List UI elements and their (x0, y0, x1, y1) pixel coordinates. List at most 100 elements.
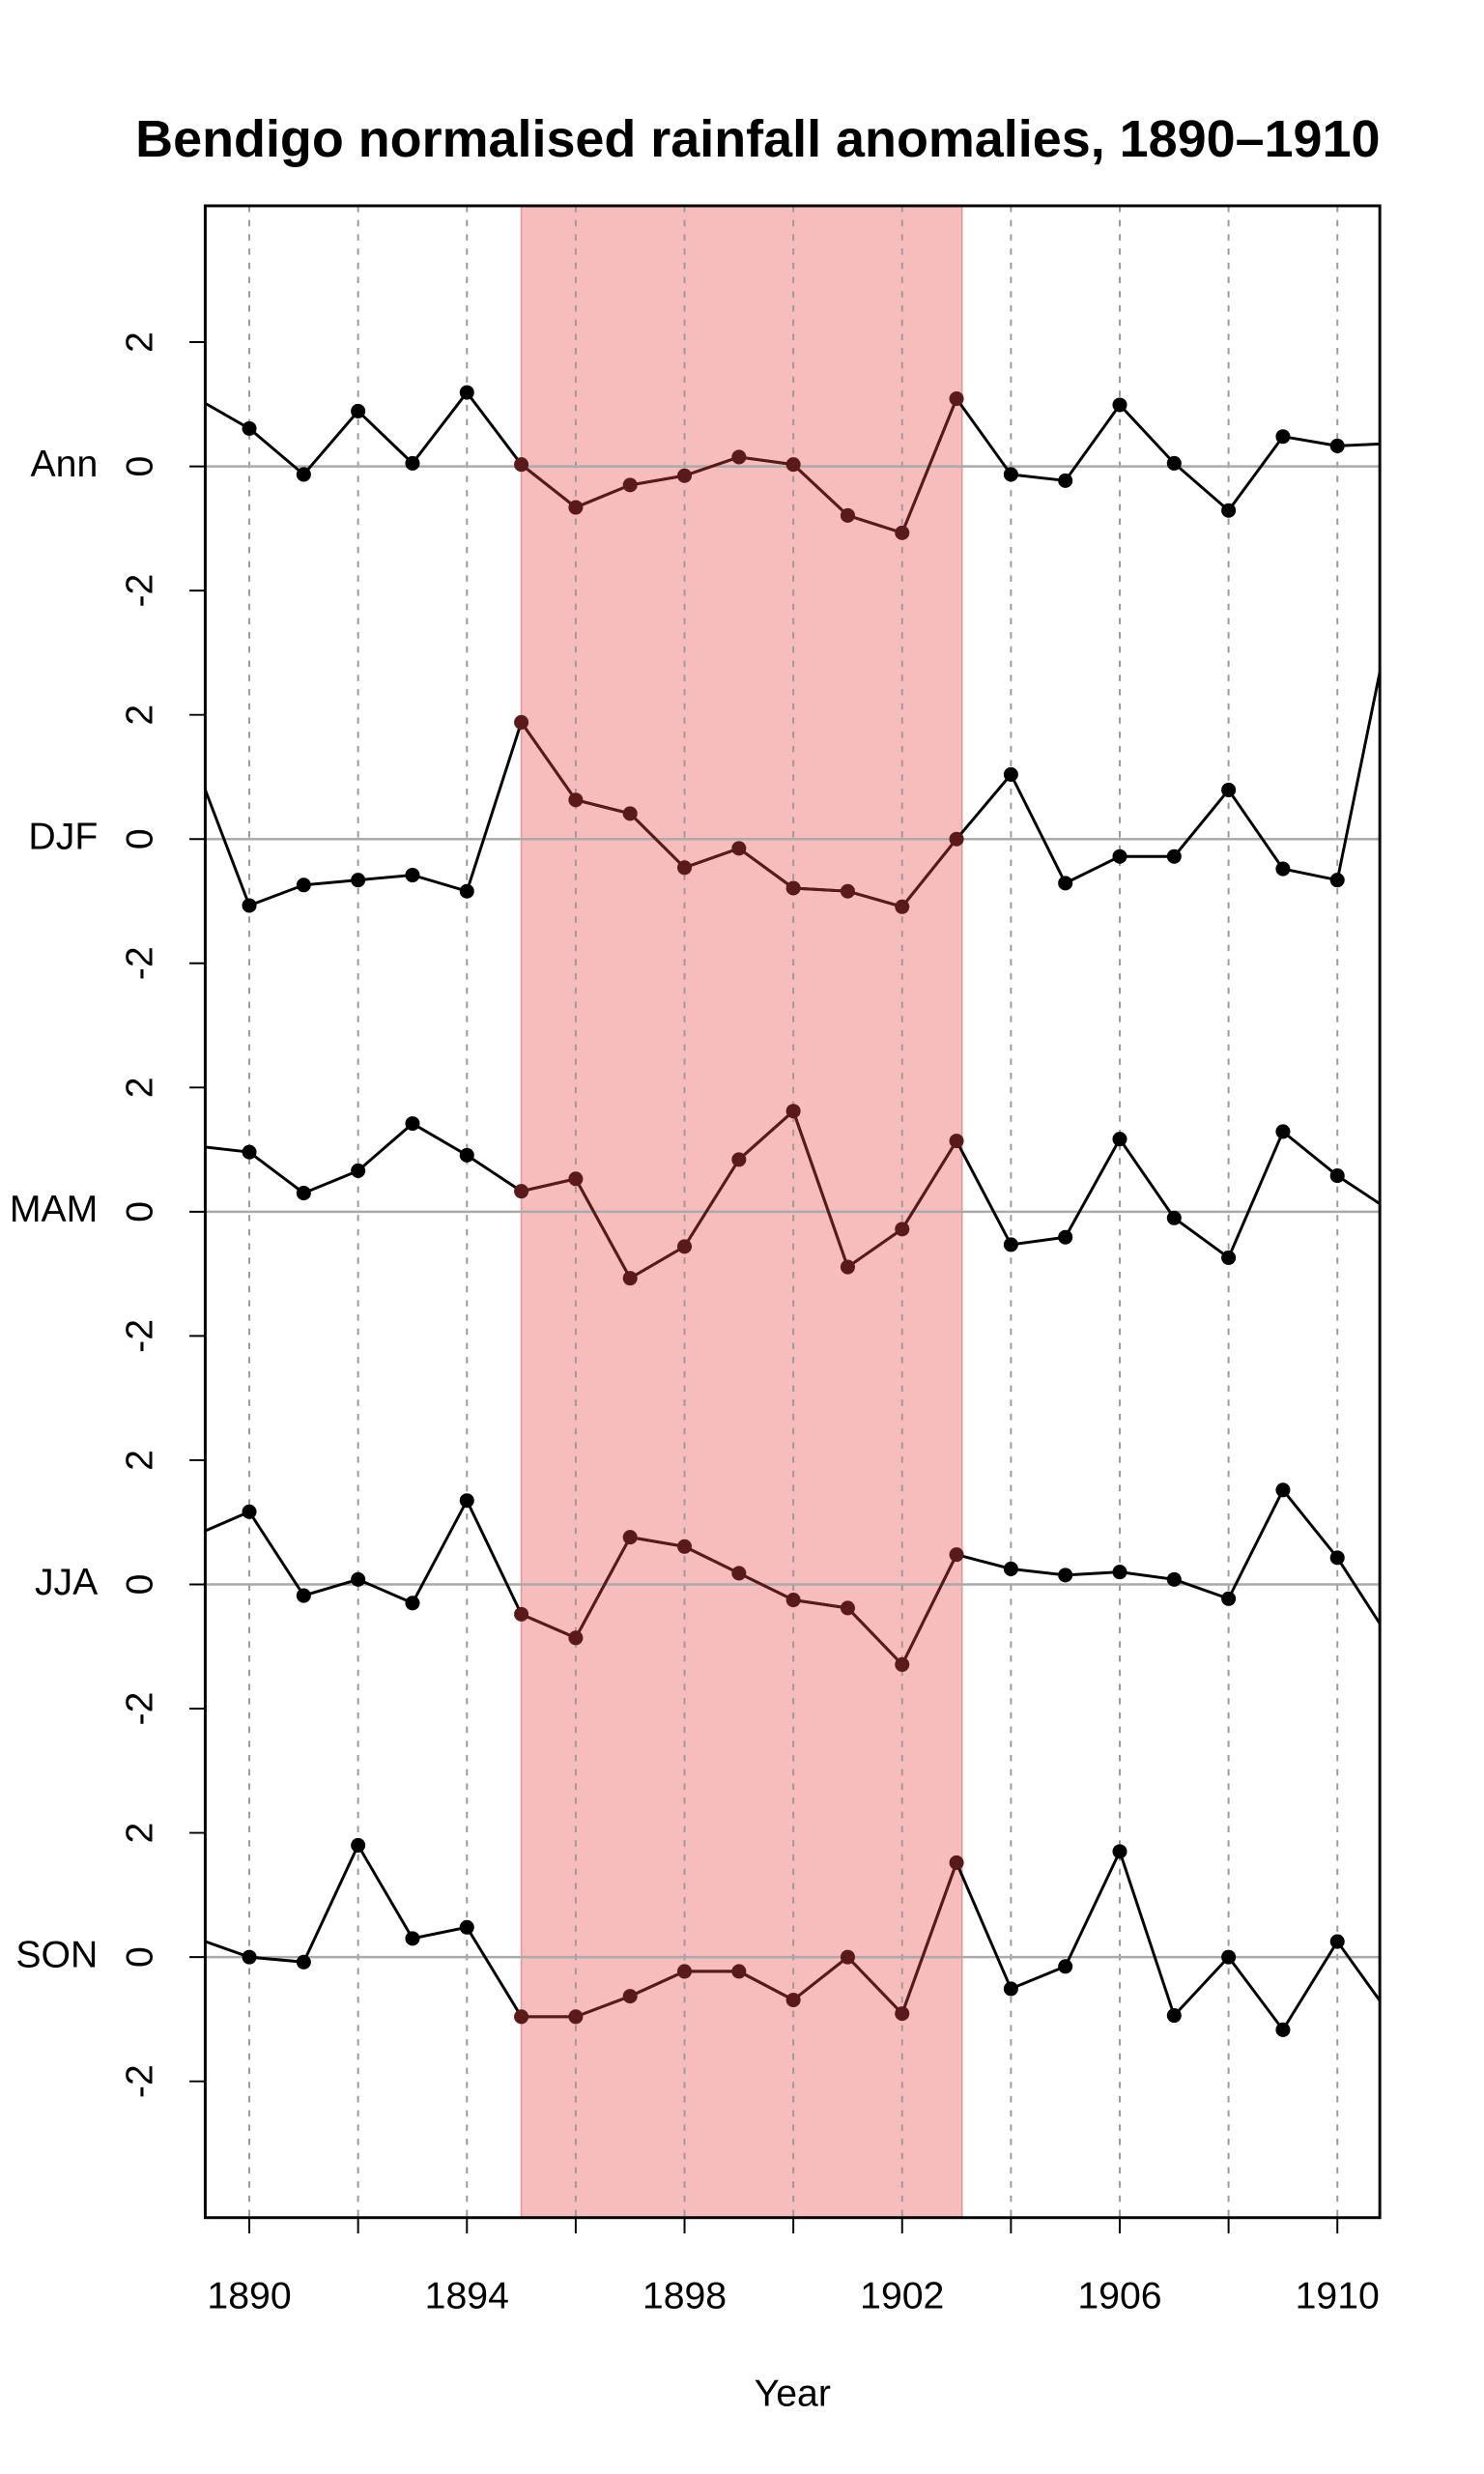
data-point (351, 873, 366, 888)
data-point (949, 1134, 964, 1149)
y-tick-label: -2 (119, 1319, 160, 1353)
y-tick-label: -2 (119, 1692, 160, 1726)
data-point (1221, 1250, 1237, 1265)
y-tick-label: 0 (119, 1201, 160, 1223)
data-point (622, 1271, 638, 1286)
data-point (1003, 467, 1018, 482)
y-tick-label: -2 (119, 574, 160, 608)
data-point (187, 1931, 202, 1945)
data-point (1384, 2010, 1399, 2025)
data-point (514, 714, 529, 730)
data-point (622, 806, 638, 821)
panel-label: JJA (35, 1562, 99, 1603)
x-axis-title: Year (755, 2373, 831, 2415)
data-point (351, 1837, 366, 1853)
data-point (187, 1138, 202, 1153)
data-point (676, 860, 693, 876)
data-point (1058, 473, 1073, 488)
data-point (459, 1919, 474, 1935)
data-point (405, 1116, 420, 1132)
data-point (895, 2006, 910, 2022)
y-tick-label: 0 (119, 1946, 160, 1968)
data-point (296, 1186, 311, 1201)
data-point (296, 467, 311, 482)
plot-area (187, 205, 1399, 2218)
data-point (351, 1163, 366, 1178)
data-point (785, 1104, 801, 1119)
data-point (1003, 1561, 1018, 1576)
data-point (676, 468, 693, 483)
data-point (1112, 397, 1127, 413)
y-tick-label: 0 (119, 828, 160, 849)
data-point (405, 1596, 420, 1611)
data-point (1112, 1565, 1127, 1580)
x-tick-label: 1898 (642, 2275, 727, 2316)
data-point (296, 1588, 311, 1603)
data-point (1221, 782, 1237, 797)
data-point (785, 457, 801, 473)
data-point (676, 1964, 693, 1979)
data-point (459, 385, 474, 400)
data-point (949, 831, 964, 847)
data-point (622, 477, 638, 493)
data-point (785, 1992, 801, 2007)
data-point (949, 1855, 964, 1870)
y-tick-label: -2 (119, 2064, 160, 2098)
data-point (622, 1989, 638, 2004)
data-point (1384, 606, 1399, 620)
data-point (1329, 1934, 1345, 1949)
panel-label: MAM (10, 1189, 98, 1230)
data-point (242, 1949, 257, 1965)
data-point (242, 420, 257, 436)
data-point (785, 1593, 801, 1608)
data-point (296, 877, 311, 893)
data-point (514, 1184, 529, 1199)
data-point (459, 883, 474, 899)
x-tick-label: 1890 (207, 2275, 291, 2316)
data-point (568, 1630, 584, 1646)
data-point (1329, 1168, 1345, 1184)
data-point (1003, 1237, 1018, 1252)
data-point (676, 1539, 693, 1554)
data-point (1275, 1482, 1291, 1498)
data-point (1112, 1844, 1127, 1859)
data-point (187, 1528, 202, 1542)
x-tick-label: 1910 (1296, 2275, 1380, 2316)
data-point (242, 1144, 257, 1160)
plot-frame (203, 204, 1382, 2220)
y-tick-label: 2 (119, 1823, 160, 1844)
data-point (405, 1931, 420, 1946)
data-point (731, 1566, 747, 1581)
data-point (1058, 1229, 1073, 1245)
data-point (351, 1571, 366, 1587)
data-point (1384, 1635, 1399, 1650)
data-point (1112, 849, 1127, 864)
data-point (405, 867, 420, 883)
data-point (1166, 2008, 1182, 2024)
data-point (514, 2009, 529, 2025)
data-point (187, 390, 202, 405)
data-point (1329, 438, 1345, 453)
y-tick-label: 2 (119, 331, 160, 353)
data-point (1166, 1210, 1182, 1225)
data-point (568, 500, 584, 515)
data-point (895, 899, 910, 914)
data-point (840, 1949, 855, 1965)
y-tick-label: 2 (119, 1450, 160, 1471)
data-point (949, 1547, 964, 1563)
data-point (1275, 429, 1291, 445)
data-point (1384, 436, 1399, 450)
data-point (1003, 1981, 1018, 1997)
data-point (785, 880, 801, 896)
data-point (1112, 1132, 1127, 1147)
data-point (949, 391, 964, 407)
data-point (731, 1152, 747, 1167)
x-tick-label: 1906 (1077, 2275, 1161, 2316)
data-point (1166, 849, 1182, 864)
data-point (242, 1504, 257, 1519)
data-point (1221, 503, 1237, 518)
data-point (1275, 861, 1291, 877)
data-point (1329, 1550, 1345, 1566)
